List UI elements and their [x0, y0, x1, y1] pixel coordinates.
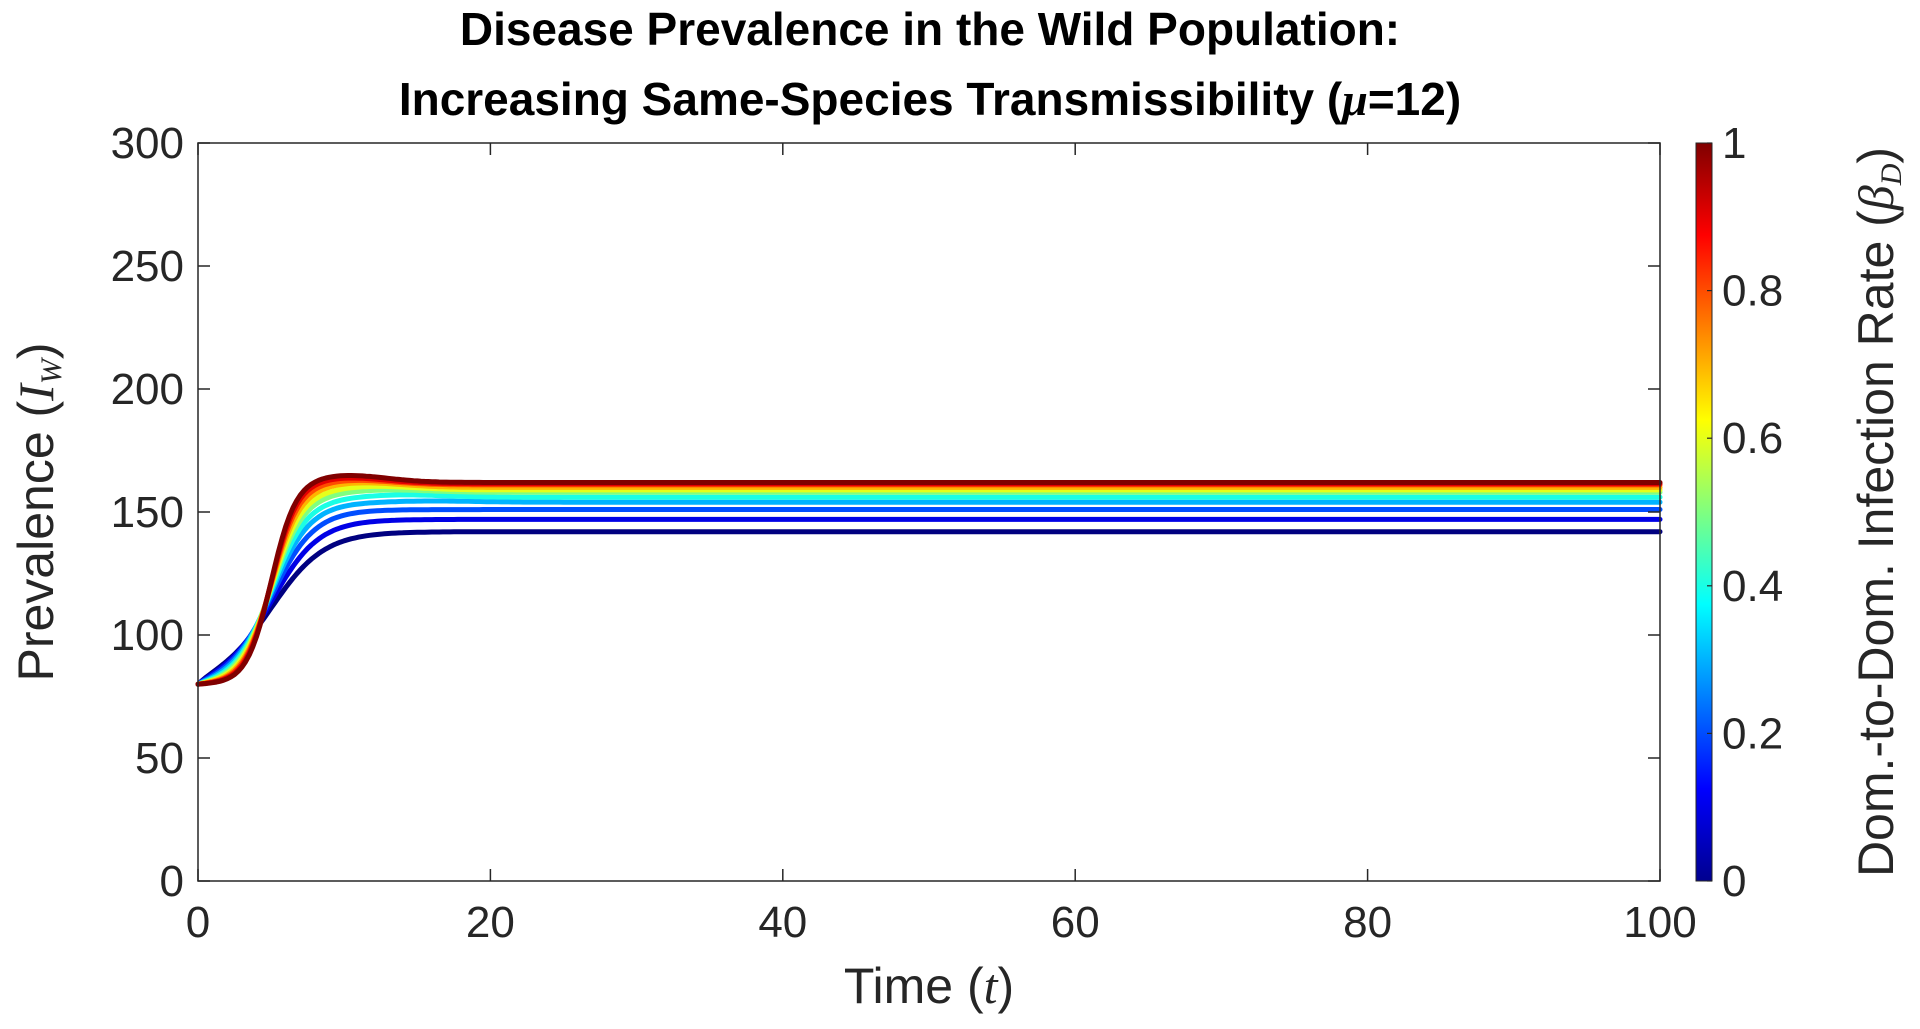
x-tick-label-5: 100 [1623, 898, 1696, 947]
colorbar-tick-label-0: 0 [1722, 857, 1746, 906]
x-tick-label-1: 20 [466, 898, 515, 947]
y-tick-label-6: 300 [111, 119, 184, 168]
series-layer [195, 473, 1663, 687]
colorbar [1695, 142, 1713, 882]
colorbar-label: Dom.-to-Dom. Infection Rate (βD) [1848, 147, 1908, 877]
chart-title-line1: Disease Prevalence in the Wild Populatio… [460, 3, 1400, 55]
series-line-2 [195, 507, 1663, 687]
x-tick-label-2: 40 [758, 898, 807, 947]
colorbar-tick-label-3: 0.6 [1722, 414, 1783, 463]
x-axis: 0 20 40 60 80 100 [186, 143, 1697, 947]
series-line-0 [195, 529, 1663, 687]
y-tick-label-4: 200 [111, 365, 184, 414]
colorbar-ticks: 0 0.2 0.4 0.6 0.8 1 [1707, 119, 1783, 906]
series-line-10 [195, 473, 1663, 687]
series-line-1 [195, 516, 1663, 687]
colorbar-tick-label-5: 1 [1722, 119, 1746, 168]
y-tick-label-1: 50 [135, 734, 184, 783]
y-tick-label-0: 0 [160, 857, 184, 906]
y-tick-label-2: 100 [111, 611, 184, 660]
y-tick-label-3: 150 [111, 488, 184, 537]
y-tick-label-5: 250 [111, 242, 184, 291]
y-axis-label: Prevalence (IW) [8, 342, 68, 681]
series-line-3 [195, 498, 1663, 687]
series-line-4 [195, 492, 1663, 687]
colorbar-tick-label-4: 0.8 [1722, 267, 1783, 316]
x-tick-label-3: 60 [1051, 898, 1100, 947]
y-axis: 0 50 100 150 200 250 300 [111, 119, 1660, 906]
colorbar-tick-label-2: 0.4 [1722, 562, 1783, 611]
chart-title-line2: Increasing Same-Species Transmissibility… [399, 73, 1461, 125]
colorbar-tick-label-1: 0.2 [1722, 709, 1783, 758]
x-axis-label: Time (t) [844, 958, 1014, 1014]
x-tick-label-4: 80 [1343, 898, 1392, 947]
x-tick-label-0: 0 [186, 898, 210, 947]
